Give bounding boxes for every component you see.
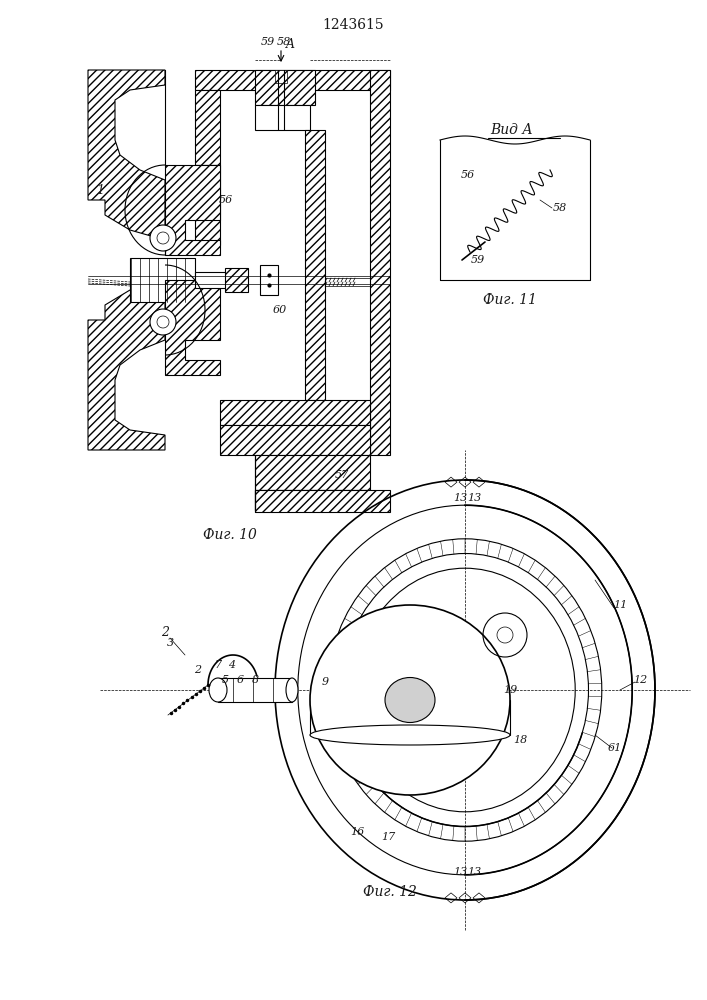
Text: 11: 11 <box>613 600 627 610</box>
Text: Вид А: Вид А <box>490 123 533 137</box>
Text: 5: 5 <box>221 675 228 685</box>
Text: 13: 13 <box>453 493 467 503</box>
Polygon shape <box>255 490 390 512</box>
Circle shape <box>150 309 176 335</box>
Text: 59: 59 <box>471 255 485 265</box>
Text: 3: 3 <box>166 638 173 648</box>
Text: 1: 1 <box>96 184 104 196</box>
Polygon shape <box>255 105 310 130</box>
Ellipse shape <box>209 678 227 702</box>
Polygon shape <box>255 455 370 490</box>
Text: A: A <box>286 38 295 51</box>
Text: Фиг. 11: Фиг. 11 <box>483 293 537 307</box>
Polygon shape <box>195 272 235 288</box>
Polygon shape <box>130 258 195 302</box>
Polygon shape <box>305 130 325 400</box>
Circle shape <box>150 225 176 251</box>
Text: 58: 58 <box>553 203 567 213</box>
Text: 1243615: 1243615 <box>322 18 384 32</box>
Polygon shape <box>220 400 370 425</box>
Text: 56: 56 <box>219 195 233 205</box>
Text: 2: 2 <box>161 626 169 639</box>
Ellipse shape <box>286 678 298 702</box>
Polygon shape <box>165 280 220 375</box>
Polygon shape <box>255 70 315 105</box>
Text: 58: 58 <box>277 37 291 47</box>
Polygon shape <box>370 70 390 455</box>
Polygon shape <box>88 280 165 450</box>
Text: 13: 13 <box>467 867 481 877</box>
Polygon shape <box>275 70 287 83</box>
Text: 59: 59 <box>261 37 275 47</box>
Polygon shape <box>255 490 370 510</box>
Text: 9: 9 <box>322 677 329 687</box>
Polygon shape <box>195 165 220 245</box>
Text: 2: 2 <box>194 665 201 675</box>
Text: 61: 61 <box>608 743 622 753</box>
Text: 17: 17 <box>381 832 395 842</box>
Text: 6: 6 <box>236 675 244 685</box>
Text: 60: 60 <box>273 305 287 315</box>
Text: 57: 57 <box>335 470 349 480</box>
Text: 7: 7 <box>214 660 221 670</box>
Text: 12: 12 <box>633 675 647 685</box>
Text: 18: 18 <box>513 735 527 745</box>
Polygon shape <box>88 70 165 240</box>
Polygon shape <box>195 90 220 165</box>
Text: Фиг. 10: Фиг. 10 <box>203 528 257 542</box>
Ellipse shape <box>310 605 510 795</box>
Text: Фиг. 12: Фиг. 12 <box>363 885 417 899</box>
Text: 13: 13 <box>467 493 481 503</box>
Polygon shape <box>313 680 328 700</box>
Polygon shape <box>225 268 248 292</box>
Text: 8: 8 <box>252 675 259 685</box>
Polygon shape <box>218 678 292 702</box>
Text: 16: 16 <box>350 827 364 837</box>
Text: 19: 19 <box>503 685 517 695</box>
Ellipse shape <box>310 725 510 745</box>
Text: 13: 13 <box>453 867 467 877</box>
Text: 4: 4 <box>228 660 235 670</box>
Polygon shape <box>195 70 390 90</box>
Ellipse shape <box>385 678 435 722</box>
Polygon shape <box>260 265 278 295</box>
Polygon shape <box>165 165 220 255</box>
Polygon shape <box>220 425 370 455</box>
Text: 56: 56 <box>461 170 475 180</box>
